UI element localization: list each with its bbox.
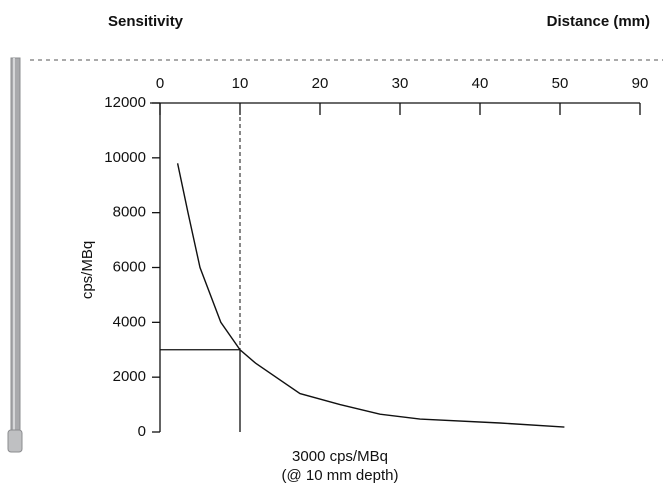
y-tick-label: 6000 [113,258,146,275]
x-tick-label: 30 [392,75,409,92]
annotation: (@ 10 mm depth) [282,467,399,484]
y-tick-label: 2000 [113,368,146,385]
x-tick-label: 0 [156,75,164,92]
data-line [176,163,565,428]
x-tick-label: 20 [312,75,329,92]
x-tick-label: 40 [472,75,489,92]
y-axis-label: cps/MBq [79,241,96,299]
annotation: 3000 cps/MBq [292,448,388,465]
x-tick-label: 90 [632,75,649,92]
y-tick-label: 8000 [113,204,146,221]
x-tick-label: 50 [552,75,569,92]
y-tick-label: 4000 [113,313,146,330]
y-tick-label: 0 [138,423,146,440]
chart-title: Sensitivity [108,13,184,30]
y-tick-label: 12000 [104,94,146,111]
x-axis-label: Distance (mm) [547,13,650,30]
y-tick-label: 10000 [104,149,146,166]
x-tick-label: 10 [232,75,249,92]
probe [7,57,23,453]
